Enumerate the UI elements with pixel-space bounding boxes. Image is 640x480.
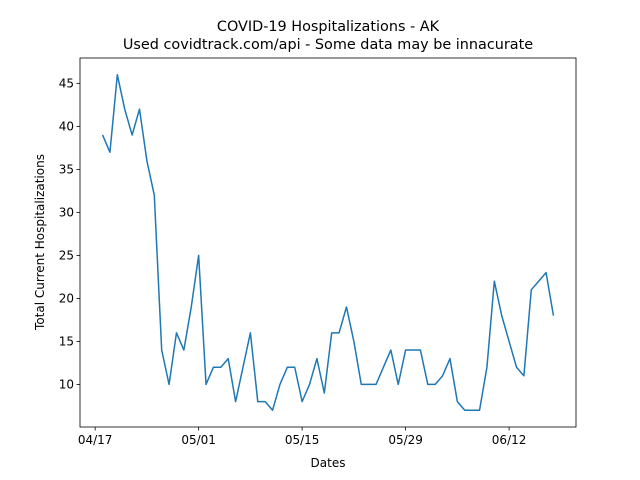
y-axis-label: Total Current Hospitalizations: [33, 154, 47, 331]
y-tick-label: 30: [59, 205, 74, 219]
data-line: [101, 74, 555, 411]
plot-frame: [79, 57, 577, 428]
chart-title: COVID-19 Hospitalizations - AK: [217, 19, 440, 35]
y-tick-label: 15: [59, 334, 74, 348]
x-tick-label: 05/29: [388, 433, 423, 447]
x-tick-label: 04/17: [78, 433, 113, 447]
x-tick-label: 06/12: [492, 433, 527, 447]
x-tick-label: 05/15: [285, 433, 320, 447]
y-tick-label: 20: [59, 291, 74, 305]
y-tick-label: 25: [59, 248, 74, 262]
chart-subtitle: Used covidtrack.com/api - Some data may …: [123, 37, 533, 53]
y-tick-label: 45: [59, 76, 74, 90]
y-tick-label: 40: [59, 119, 74, 133]
x-axis-label: Dates: [311, 456, 346, 470]
y-tick-label: 35: [59, 162, 74, 176]
y-tick-label: 10: [59, 377, 74, 391]
x-tick-label: 05/01: [181, 433, 216, 447]
